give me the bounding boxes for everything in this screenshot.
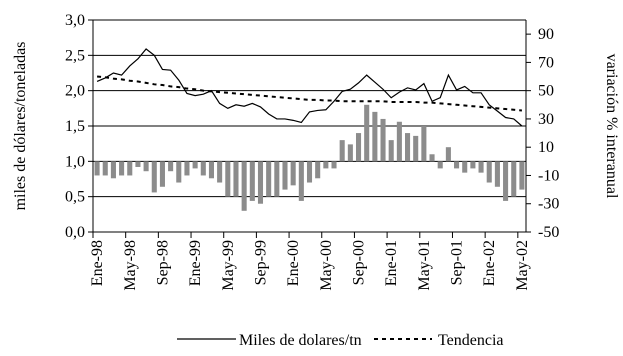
bar-1 — [102, 161, 108, 176]
bar-5 — [135, 161, 141, 167]
bar-4 — [127, 161, 133, 176]
bar-39 — [413, 135, 419, 162]
bar-16 — [225, 161, 231, 197]
bar-15 — [217, 161, 223, 183]
bar-series — [94, 104, 525, 211]
bar-6 — [143, 161, 149, 172]
left-tick-label: 3,0 — [65, 12, 85, 29]
x-tick-label: Sep-01 — [449, 240, 466, 285]
bar-35 — [380, 118, 386, 162]
x-tick-label: May-00 — [318, 240, 335, 291]
bar-0 — [94, 161, 100, 176]
x-tick-label: Sep-99 — [252, 240, 269, 285]
bar-27 — [315, 161, 321, 179]
right-tick-label: 50 — [538, 83, 554, 100]
bar-2 — [110, 161, 116, 179]
x-tick-label: Ene-01 — [383, 240, 400, 286]
axes — [88, 19, 531, 238]
bar-47 — [478, 161, 484, 173]
bar-22 — [274, 161, 280, 197]
left-tick-label: 2,5 — [65, 47, 85, 64]
price-line — [96, 48, 523, 127]
grid-lines — [93, 54, 526, 198]
bar-34 — [372, 111, 378, 162]
bar-23 — [282, 161, 288, 190]
bar-25 — [298, 161, 304, 201]
legend: Miles de dolares/tn Tendencia — [177, 332, 504, 349]
bar-21 — [266, 161, 272, 197]
x-tick-label: May-99 — [220, 240, 237, 291]
bar-24 — [290, 161, 296, 186]
bar-52 — [519, 161, 525, 190]
x-tick-label: Ene-98 — [89, 240, 106, 286]
left-tick-label: 2,0 — [65, 83, 85, 100]
bar-36 — [388, 140, 394, 162]
left-axis-title: miles de dólares/toneladas — [12, 42, 29, 211]
bar-42 — [437, 161, 443, 169]
bar-9 — [168, 161, 174, 172]
bar-14 — [208, 161, 214, 179]
right-axis-title: variación % interanual — [603, 54, 620, 199]
right-tick-label: 90 — [538, 26, 554, 43]
right-tick-label: -10 — [538, 167, 559, 184]
bar-44 — [454, 161, 460, 169]
bar-40 — [421, 126, 427, 162]
right-tick-label: 30 — [538, 111, 554, 128]
bar-48 — [486, 161, 492, 183]
bar-20 — [257, 161, 264, 204]
bar-19 — [249, 161, 255, 201]
x-tick-label: May-98 — [122, 240, 139, 291]
bar-33 — [364, 104, 370, 162]
bar-26 — [306, 161, 313, 183]
x-tick-label: May-02 — [514, 240, 531, 291]
left-tick-label: 1,5 — [65, 118, 85, 135]
line-series — [96, 48, 523, 127]
x-tick-label: Ene-99 — [187, 240, 204, 286]
trend-line — [96, 75, 523, 112]
bar-17 — [233, 161, 239, 197]
bar-31 — [347, 144, 353, 162]
left-tick-label: 1,0 — [65, 153, 85, 170]
legend-price-label: Miles de dolares/tn — [239, 332, 362, 349]
bar-45 — [462, 161, 468, 173]
bar-49 — [494, 161, 500, 187]
bar-8 — [159, 161, 165, 187]
bar-29 — [331, 161, 337, 169]
bar-3 — [119, 161, 125, 176]
right-tick-label: 70 — [538, 54, 554, 71]
bar-7 — [151, 161, 157, 193]
bar-50 — [503, 161, 509, 201]
bar-51 — [511, 161, 517, 197]
left-tick-label: 0,0 — [65, 224, 85, 241]
x-tick-label: Sep-00 — [351, 240, 368, 285]
x-tick-label: May-01 — [416, 240, 433, 291]
x-tick-label: Ene-00 — [285, 240, 302, 286]
bar-13 — [200, 161, 206, 176]
right-tick-label: -30 — [538, 196, 559, 213]
left-tick-label: 0,5 — [65, 189, 85, 206]
bar-10 — [176, 161, 182, 183]
legend-trend-label: Tendencia — [438, 332, 504, 349]
x-tick-label: Ene-02 — [481, 240, 498, 286]
bar-11 — [184, 161, 190, 176]
bar-38 — [405, 133, 411, 162]
bar-30 — [339, 140, 345, 162]
bar-12 — [192, 161, 198, 169]
bar-18 — [241, 161, 247, 211]
axis-labels: 0,0 0,5 1,0 1,5 2,0 2,5 3,0 -50 -30 -10 10 30 50 70 90… — [12, 12, 620, 291]
bar-32 — [355, 133, 362, 162]
bar-41 — [429, 154, 435, 162]
bar-28 — [323, 161, 329, 169]
bar-43 — [445, 147, 451, 162]
bar-37 — [396, 121, 402, 162]
x-tick-label: Sep-98 — [154, 240, 171, 285]
right-tick-label: -50 — [538, 224, 559, 241]
bar-46 — [470, 161, 476, 169]
right-tick-label: 10 — [538, 139, 554, 156]
